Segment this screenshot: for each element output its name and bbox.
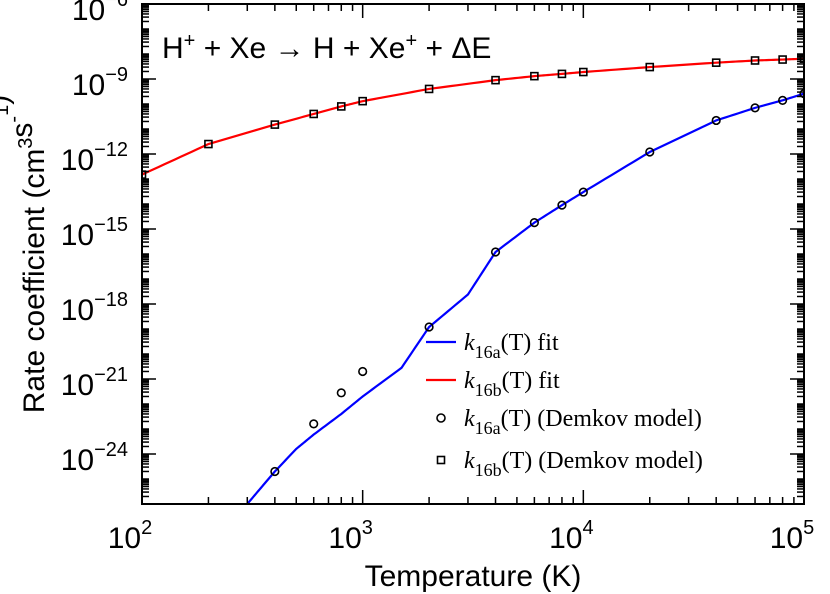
chart-title: H+ + Xe → H + Xe+ + ΔE: [162, 30, 491, 65]
circle-point: [750, 103, 760, 113]
y-tick-label: 10−15: [61, 214, 128, 252]
y-tick-label: 10−12: [61, 139, 128, 177]
square-point: [645, 62, 655, 72]
circle-point: [358, 366, 368, 377]
square-point: [204, 139, 213, 149]
circle-point: [490, 247, 501, 257]
square-point: [750, 56, 760, 65]
legend-swatch-3: [436, 455, 446, 465]
y-tick-label: 10−9: [72, 64, 128, 102]
square-point: [491, 75, 500, 85]
square-point: [711, 58, 721, 67]
y-axis-label: Rate coefficient (cm3s-1): [0, 95, 51, 413]
x-tick-label: 103: [328, 517, 373, 555]
y-tick-label: 10−21: [61, 364, 128, 402]
x-tick-label: 105: [770, 517, 815, 555]
square-point: [336, 102, 346, 111]
circle-point: [557, 200, 567, 210]
circle-point: [578, 187, 588, 197]
circle-point: [645, 147, 655, 157]
square-point: [557, 69, 567, 79]
square-point: [424, 84, 434, 94]
circle-point: [336, 388, 346, 398]
series-layer: [142, 54, 804, 504]
plot-frame: [141, 3, 805, 505]
square-point: [799, 54, 804, 63]
square-point: [270, 120, 280, 129]
circle-point: [799, 89, 804, 99]
circle-point: [529, 218, 539, 228]
circle-point: [424, 322, 434, 332]
circle-point: [711, 115, 721, 126]
square-point: [579, 67, 588, 77]
series-line-1: [142, 57, 804, 176]
x-tick-label: 102: [108, 517, 153, 555]
circle-point: [309, 419, 319, 429]
x-tick-label: 104: [549, 517, 594, 555]
legend-label-3: k16b(T) (Demkov model): [464, 448, 703, 480]
ticks-layer: [141, 4, 804, 505]
x-axis-label: Temperature (K): [365, 560, 582, 593]
square-point: [309, 109, 319, 119]
square-point: [358, 96, 367, 106]
y-tick-label: 10−6: [72, 0, 128, 27]
y-tick-label: 10−18: [61, 289, 128, 327]
y-tick-label: 10−24: [61, 439, 128, 477]
legend-label-0: k16a(T) fit: [464, 330, 559, 362]
circle-point: [270, 466, 280, 477]
circle-point: [778, 95, 788, 105]
square-point: [142, 170, 147, 179]
square-point: [778, 55, 787, 64]
legend-label-1: k16b(T) fit: [464, 368, 560, 400]
series-line-0: [246, 92, 804, 504]
legend-swatch-2: [436, 413, 446, 423]
legend-label-2: k16a(T) (Demkov model): [464, 406, 702, 438]
legend: k16a(T) fit k16b(T) fit k16a(T) (Demkov mo…: [426, 330, 703, 480]
square-point: [530, 71, 539, 81]
